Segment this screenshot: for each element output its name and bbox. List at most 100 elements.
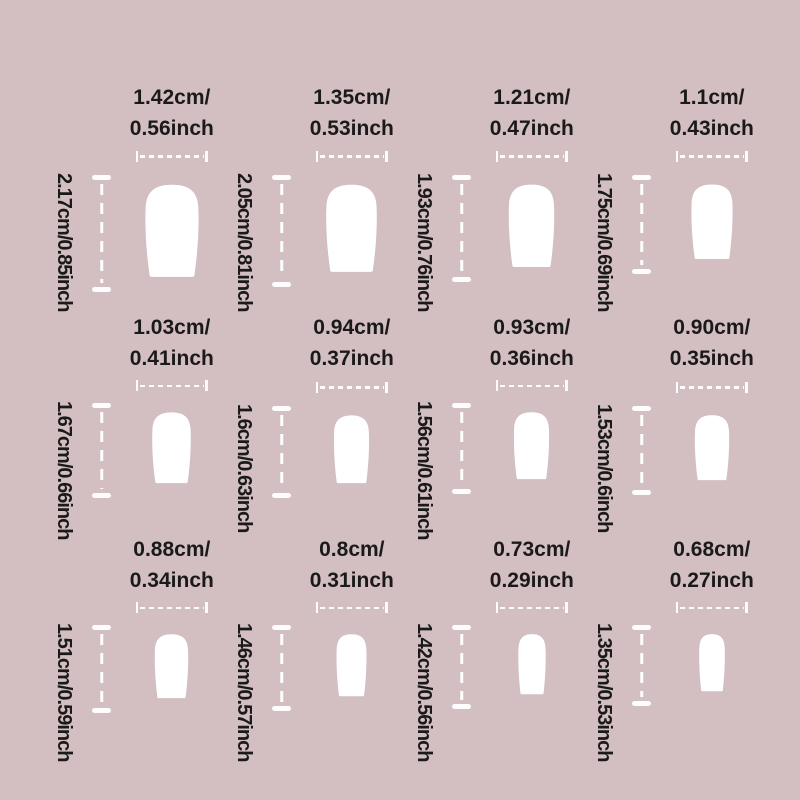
nail-tip (514, 412, 550, 480)
nail-area (697, 633, 727, 692)
width-cm-text: 1.03cm/ (133, 316, 211, 339)
width-label: 0.88cm/ 0.34inch (130, 534, 214, 596)
width-measure-line (675, 381, 748, 393)
width-cm-text: 0.88cm/ (133, 538, 211, 561)
width-cm-text: 0.94cm/ (313, 316, 391, 339)
dashed-line (139, 155, 204, 158)
height-measure-line (272, 406, 292, 499)
width-measure-line (495, 380, 568, 391)
nail-tip (518, 634, 546, 695)
dashed-line (280, 634, 284, 702)
width-cm-text: 1.21cm/ (493, 86, 571, 109)
size-cell-9: 0.88cm/ 0.34inch 1.51cm/0.59inch (46, 534, 226, 761)
dashed-line (319, 606, 384, 609)
size-cell-6: 0.94cm/ 0.37inch 1.6cm/0.63inch (226, 312, 406, 534)
width-label: 1.42cm/ 0.56inch (130, 82, 214, 144)
width-inch-text: 0.35inch (669, 347, 754, 370)
size-cell-10: 0.8cm/ 0.31inch 1.46cm/0.57inch (226, 534, 406, 761)
size-chart: 1.42cm/ 0.56inch 2.17cm/0.85inch 1.35cm/… (46, 82, 766, 761)
width-label: 1.1cm/ 0.43inch (670, 82, 754, 144)
width-inch-text: 0.37inch (309, 347, 394, 370)
height-label: 1.51cm/0.59inch (53, 623, 76, 762)
height-measure-line (632, 174, 652, 274)
nail-tip (152, 412, 192, 484)
nail-tip (509, 184, 555, 267)
width-cm-text: 0.93cm/ (493, 316, 571, 339)
size-cell-1: 1.42cm/ 0.56inch 2.17cm/0.85inch (46, 82, 226, 312)
height-label: 2.17cm/0.85inch (53, 172, 76, 312)
size-cell-2: 1.35cm/ 0.53inch 2.05cm/0.81inch (226, 82, 406, 312)
dashed-line (460, 634, 464, 700)
dashed-line (499, 155, 564, 158)
width-measure-line (315, 381, 388, 393)
nail-area (511, 411, 552, 480)
size-cell-7: 0.93cm/ 0.36inch 1.56cm/0.61inch (406, 312, 586, 539)
nail-area (149, 411, 194, 484)
height-label: 1.93cm/0.76inch (413, 172, 436, 312)
dashed-line (499, 384, 564, 387)
width-label: 0.94cm/ 0.37inch (310, 312, 394, 374)
width-inch-text: 0.27inch (669, 569, 754, 592)
width-inch-text: 0.43inch (669, 117, 754, 140)
size-cell-12: 0.68cm/ 0.27inch 1.35cm/0.53inch (586, 534, 766, 761)
height-measure-line (632, 625, 652, 706)
size-cell-8: 0.90cm/ 0.35inch 1.53cm/0.6inch (586, 312, 766, 534)
width-measure-line (135, 602, 208, 613)
nail-tip (145, 184, 199, 277)
width-inch-text: 0.53inch (309, 117, 394, 140)
dashed-line (319, 386, 384, 389)
size-cell-3: 1.21cm/ 0.47inch 1.93cm/0.76inch (406, 82, 586, 312)
height-label: 1.46cm/0.57inch (233, 623, 256, 762)
dashed-line (640, 415, 644, 487)
width-measure-line (315, 150, 388, 162)
height-label: 1.42cm/0.56inch (413, 623, 436, 762)
width-inch-text: 0.47inch (489, 117, 574, 140)
width-label: 1.35cm/ 0.53inch (310, 82, 394, 144)
width-cm-text: 1.1cm/ (679, 86, 745, 109)
height-measure-line (632, 406, 652, 496)
width-label: 0.93cm/ 0.36inch (490, 312, 574, 374)
height-label: 1.6cm/0.63inch (233, 404, 256, 533)
width-inch-text: 0.56inch (129, 117, 214, 140)
width-cm-text: 1.42cm/ (133, 86, 211, 109)
size-cell-4: 1.1cm/ 0.43inch 1.75cm/0.69inch (586, 82, 766, 312)
height-measure-line (92, 174, 112, 292)
width-cm-text: 0.90cm/ (673, 316, 751, 339)
width-measure-line (315, 602, 388, 613)
dashed-line (679, 155, 744, 158)
size-cell-11: 0.73cm/ 0.29inch 1.42cm/0.56inch (406, 534, 586, 761)
height-label: 1.67cm/0.66inch (53, 401, 76, 540)
nail-area (692, 414, 732, 481)
width-inch-text: 0.36inch (489, 347, 574, 370)
dashed-line (319, 155, 384, 158)
dashed-line (139, 606, 204, 609)
dashed-line (280, 415, 284, 490)
width-label: 0.8cm/ 0.31inch (310, 534, 394, 596)
width-measure-line (675, 602, 748, 613)
width-label: 0.90cm/ 0.35inch (670, 312, 754, 374)
height-measure-line (92, 625, 112, 713)
nail-area (516, 633, 548, 695)
dashed-line (640, 183, 644, 265)
dashed-line (499, 606, 564, 609)
dashed-line (100, 183, 104, 283)
height-label: 1.53cm/0.6inch (593, 404, 616, 533)
height-measure-line (272, 625, 292, 711)
dashed-line (640, 634, 644, 697)
nail-tip (694, 415, 729, 481)
nail-area (141, 183, 203, 278)
dashed-line (460, 183, 464, 273)
height-label: 1.56cm/0.61inch (413, 401, 436, 540)
dashed-line (100, 412, 104, 489)
nail-tip (155, 634, 189, 699)
width-cm-text: 1.35cm/ (313, 86, 391, 109)
width-measure-line (675, 150, 748, 162)
nail-area (688, 183, 736, 260)
width-measure-line (495, 150, 568, 162)
width-inch-text: 0.31inch (309, 569, 394, 592)
nail-tip (336, 634, 367, 697)
width-measure-line (135, 150, 208, 162)
height-measure-line (452, 403, 472, 494)
height-label: 1.75cm/0.69inch (593, 172, 616, 312)
nail-area (334, 633, 369, 697)
